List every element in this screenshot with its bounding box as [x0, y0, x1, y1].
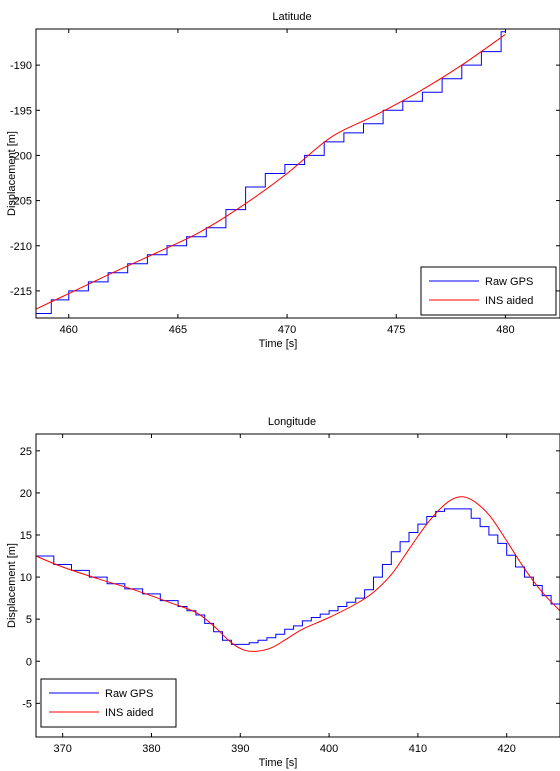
legend-box [420, 266, 557, 316]
series-line-raw-gps [36, 508, 560, 645]
y-tick-label: -210 [10, 241, 32, 253]
plot-area [36, 496, 560, 652]
y-tick-label: 10 [20, 572, 32, 584]
subplot-2: Longitude 370 380 390 400 410 420 -5 0 5 10 15 20 25 T… [6, 416, 560, 769]
x-tick-label: 420 [498, 743, 516, 755]
x-tick-label: 370 [53, 743, 71, 755]
axes-frame [35, 28, 560, 319]
x-tick-label: 470 [278, 324, 296, 336]
legend-box [40, 678, 177, 728]
y-axis-label: Displacement [m] [6, 131, 18, 216]
legend-label: INS aided [105, 707, 153, 719]
y-tick-label: -205 [10, 196, 32, 208]
legend-label: Raw GPS [485, 276, 533, 288]
x-axis-label: Time [s] [259, 757, 298, 769]
x-tick-label: 460 [60, 324, 78, 336]
legend: Raw GPS INS aided [420, 266, 557, 316]
x-tick-label: 390 [231, 743, 249, 755]
y-tick-label: -200 [10, 150, 32, 162]
y-tick-label: 0 [26, 656, 32, 668]
y-tick-label: -190 [10, 60, 32, 72]
y-axis-label: Displacement [m] [6, 543, 18, 628]
plot-area [36, 31, 506, 314]
legend-label: Raw GPS [105, 688, 153, 700]
x-axis-label: Time [s] [259, 338, 298, 350]
x-tick-label: 410 [409, 743, 427, 755]
chart-title: Latitude [272, 11, 311, 23]
legend: Raw GPS INS aided [40, 678, 177, 728]
x-tick-label: 480 [496, 324, 514, 336]
y-tick-label: 15 [20, 530, 32, 542]
axes-frame [35, 433, 560, 738]
y-tick-label: 20 [20, 488, 32, 500]
y-tick-label: -215 [10, 286, 32, 298]
x-tick-label: 400 [320, 743, 338, 755]
x-tick-label: 465 [169, 324, 187, 336]
x-tick-label: 475 [387, 324, 405, 336]
subplot-1: Latitude 460 465 470 475 480 -215 -210 -205 -200 -… [6, 11, 560, 350]
x-tick-label: 380 [142, 743, 160, 755]
y-tick-label: -5 [22, 698, 32, 710]
legend-label: INS aided [485, 295, 533, 307]
series-line-ins-aided [36, 496, 560, 652]
series-line-ins-aided [36, 33, 506, 310]
y-tick-label: 25 [20, 446, 32, 458]
y-tick-label: -195 [10, 105, 32, 117]
y-tick-label: 5 [26, 614, 32, 626]
chart-title: Longitude [268, 416, 316, 428]
